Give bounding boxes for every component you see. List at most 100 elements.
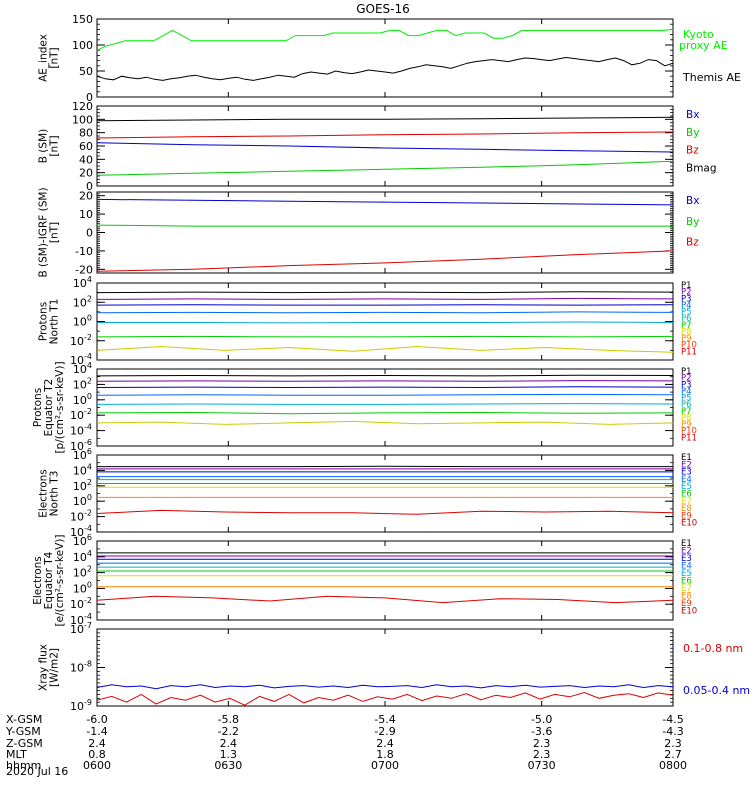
- legend-entry: Themis AE: [682, 71, 741, 84]
- series-line-1-2: [96, 56, 674, 81]
- y-tick-label: 10-2: [70, 407, 92, 422]
- x-row-value: 1.3: [220, 748, 238, 761]
- legend-entry: Bx: [686, 195, 699, 207]
- legend-entry: P10: [681, 427, 697, 437]
- y-axis-label: ProtonsNorth T1: [38, 299, 61, 345]
- x-row-value: 0700: [371, 759, 399, 772]
- y-tick-label: 104: [73, 462, 92, 477]
- legend-entry: E5: [681, 482, 692, 492]
- x-row-value: -2.2: [218, 725, 239, 738]
- y-tick-label: -10: [75, 245, 93, 258]
- legend-entry: E3: [681, 468, 692, 478]
- legend-entry: E6: [681, 490, 692, 500]
- x-row-value: -2.9: [374, 725, 395, 738]
- x-row-value: 2.4: [376, 737, 394, 750]
- legend-entry: E3: [681, 554, 692, 564]
- panel-4: 10-4 10-2 100 102 104 ProtonsNorth T1 P1P2P3P4…: [38, 275, 697, 367]
- y-tick-label: 120: [72, 100, 93, 113]
- legend-entry: Bmag: [686, 162, 717, 174]
- x-row-value: -5.0: [531, 713, 552, 726]
- series-line-4-7: [96, 345, 674, 353]
- y-axis-label: B (SM)-IGRF (SM)[nT]: [38, 187, 61, 277]
- x-row-value: -1.4: [86, 725, 107, 738]
- series-line-5-1: [96, 374, 674, 377]
- x-row-value: 2.4: [220, 737, 238, 750]
- y-axis-label: ElectronsNorth T3: [38, 469, 61, 518]
- y-tick-label: 100: [73, 314, 92, 329]
- legend-entry: P11: [681, 433, 697, 443]
- legend-entry: E4: [681, 562, 692, 572]
- legend-entry: P2: [681, 288, 692, 298]
- date-label: 2020 Jul 16: [6, 765, 68, 778]
- y-tick-label: 10-2: [70, 333, 92, 348]
- legend-entry: P3: [681, 380, 692, 390]
- legend-entry: By: [686, 127, 699, 139]
- y-tick-label: -20: [75, 263, 93, 276]
- y-tick-label: 80: [79, 127, 93, 140]
- legend-entry: E7: [681, 584, 692, 594]
- y-tick-label: 0: [86, 180, 93, 193]
- y-tick-label: 10-7: [70, 621, 92, 636]
- legend-entry: P1: [681, 367, 692, 377]
- y-tick-label: 20: [79, 167, 93, 180]
- legend-entry: E5: [681, 569, 692, 579]
- y-tick-label: 100: [72, 113, 93, 126]
- y-axis-label: ElectronsEquator T4[e/(cm²-s-sr-keV)]: [32, 535, 66, 627]
- series-line-4-4: [96, 311, 674, 314]
- y-tick-label: 106: [73, 533, 92, 548]
- legend-entry: E6: [681, 577, 692, 587]
- series-line-5-6: [96, 411, 674, 415]
- y-tick-label: 60: [79, 140, 93, 153]
- y-axis-label: Xray flux[W/m2]: [38, 644, 61, 691]
- x-row-label: hhmm: [6, 759, 41, 772]
- x-row-value: 2.3: [664, 737, 682, 750]
- legend-entry: E1: [681, 539, 692, 549]
- series-line-3-2: [96, 224, 673, 227]
- y-tick-label: 10-6: [70, 438, 92, 453]
- legend-entry: By: [686, 216, 699, 228]
- y-axis-label: ProtonsEquator T2[p/(cm²-s-sr-keV)]: [32, 361, 66, 453]
- y-tick-label: 10-2: [70, 509, 92, 524]
- series-line-4-5: [97, 321, 674, 324]
- x-row-value: -6.0: [86, 713, 107, 726]
- x-row-value: 2.3: [533, 737, 551, 750]
- legend-entry: P3: [681, 294, 692, 304]
- legend-entry: E1: [681, 453, 692, 463]
- panel-8: 10-9 10-8 10-7 Xray flux[W/m2] 0.1-0.8 nm 0.0…: [38, 621, 750, 713]
- x-row-value: 0600: [83, 759, 111, 772]
- legend-entry: proxy AE: [679, 39, 728, 52]
- legend-entry: E10: [681, 519, 697, 529]
- series-line-1-1: [96, 28, 674, 51]
- legend-entry: P9: [681, 420, 692, 430]
- panel-3: -20 -10 0 10 20 B (SM)-IGRF (SM)[nT] Bx By Bz: [38, 187, 700, 277]
- x-row-label: Z-GSM: [6, 737, 43, 750]
- y-tick-label: 100: [73, 580, 92, 595]
- x-row-label: X-GSM: [6, 713, 42, 726]
- legend-entry: E8: [681, 592, 692, 602]
- panel-frame: [96, 628, 674, 707]
- series-line-3-1: [96, 198, 674, 206]
- x-row-value: 0630: [214, 759, 242, 772]
- plot-title: GOES-16: [356, 2, 410, 16]
- series-line-5-2: [96, 380, 674, 382]
- x-row-value: 2.7: [664, 748, 682, 761]
- y-tick-label: 50: [79, 65, 93, 78]
- y-tick-label: 104: [73, 275, 92, 290]
- y-tick-label: 102: [73, 376, 92, 391]
- legend-entry: P7: [681, 321, 692, 331]
- legend-entry: E7: [681, 497, 692, 507]
- x-row-value: 0.8: [88, 748, 106, 761]
- legend-entry: 0.1-0.8 nm: [683, 642, 743, 655]
- x-row-value: -4.5: [662, 713, 683, 726]
- y-tick-label: 100: [73, 493, 92, 508]
- y-tick-label: 0: [86, 91, 93, 104]
- series-line-5-5: [96, 403, 674, 405]
- y-tick-label: 20: [79, 190, 93, 203]
- legend-entry: P11: [681, 347, 697, 357]
- y-tick-label: 10-4: [70, 612, 92, 627]
